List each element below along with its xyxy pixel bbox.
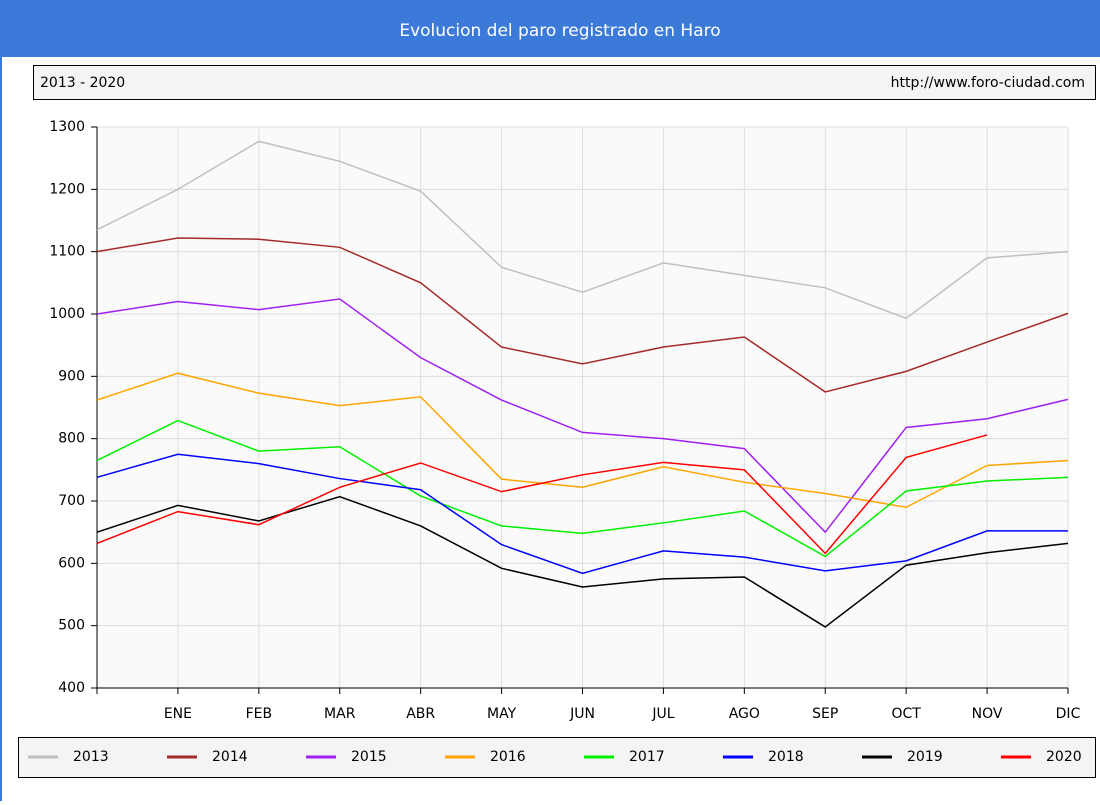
legend-label: 2014	[212, 749, 248, 765]
x-tick-label: OCT	[891, 706, 921, 722]
chart-title: Evolucion del paro registrado en Haro	[399, 21, 720, 41]
x-tick-label: AGO	[729, 706, 760, 722]
y-tick-label: 900	[58, 368, 85, 384]
source: http://www.foro-ciudad.com	[891, 75, 1085, 91]
y-tick-label: 500	[58, 618, 85, 634]
series-line	[96, 495, 1069, 628]
y-tick-label: 1300	[49, 119, 85, 135]
legend-box	[18, 737, 1096, 778]
subtitle: 2013 - 2020	[40, 75, 125, 91]
x-tick-label: FEB	[246, 706, 273, 722]
y-tick-label: 800	[58, 431, 85, 447]
series-line	[96, 453, 1068, 575]
subtitle-box	[33, 65, 1096, 100]
x-tick-label: MAY	[487, 706, 517, 722]
legend-label: 2015	[351, 749, 387, 765]
x-tick-label: DIC	[1056, 706, 1081, 722]
series-line	[96, 372, 1069, 509]
legend-label: 2013	[73, 749, 109, 765]
series-line	[96, 237, 1069, 393]
x-tick-label: JUN	[569, 706, 595, 722]
series-line	[96, 419, 1069, 558]
legend-label: 2017	[629, 749, 665, 765]
series-line	[96, 434, 988, 555]
y-tick-label: 1000	[49, 306, 85, 322]
legend-label: 2016	[490, 749, 526, 765]
legend-label: 2018	[768, 749, 804, 765]
y-tick-label: 700	[58, 493, 85, 509]
legend-label: 2020	[1046, 749, 1082, 765]
x-tick-label: JUL	[651, 706, 674, 722]
y-tick-label: 400	[58, 680, 85, 696]
legend-label: 2019	[907, 749, 943, 765]
x-tick-label: ABR	[406, 706, 435, 722]
series-line	[96, 298, 1069, 534]
header-bar	[0, 0, 1100, 57]
y-tick-label: 1100	[49, 244, 85, 260]
x-tick-label: NOV	[972, 706, 1003, 722]
y-tick-label: 1200	[49, 181, 85, 197]
x-tick-label: MAR	[324, 706, 356, 722]
series-line	[96, 140, 1069, 320]
x-tick-label: ENE	[164, 706, 192, 722]
y-tick-label: 600	[58, 555, 85, 571]
x-tick-label: SEP	[812, 706, 838, 722]
